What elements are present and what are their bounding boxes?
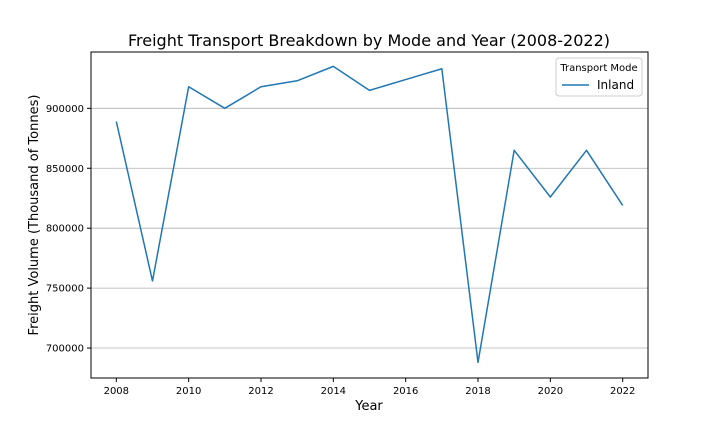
- grid-lines: [91, 107, 648, 349]
- y-tick-label: 900000: [46, 104, 84, 115]
- series-layer: [115, 65, 624, 364]
- x-tick-label: 2014: [321, 386, 346, 397]
- y-tick-label: 750000: [46, 284, 84, 295]
- legend-title: Transport Mode: [559, 63, 637, 74]
- x-tick-label: 2012: [248, 386, 273, 397]
- y-tick-label: 800000: [46, 224, 84, 235]
- x-tick-label: 2010: [176, 386, 201, 397]
- y-tick-label: 850000: [46, 164, 84, 175]
- y-axis: 700000 750000 800000 850000 900000: [46, 104, 91, 355]
- y-axis-label: Freight Volume (Thousand of Tonnes): [27, 95, 42, 336]
- chart-title: Freight Transport Breakdown by Mode and …: [128, 31, 610, 50]
- legend-entry-inland: Inland: [597, 78, 634, 92]
- x-axis: 2008 2010 2012 2014 2016 2018 2020 2022: [104, 378, 635, 397]
- legend: Transport Mode Inland: [555, 57, 643, 97]
- x-tick-label: 2022: [610, 386, 635, 397]
- legend-box: [555, 57, 643, 97]
- plot-area-frame: [90, 51, 649, 379]
- series-line-inland: [115, 65, 624, 364]
- x-tick-label: 2018: [465, 386, 490, 397]
- x-tick-label: 2008: [104, 386, 129, 397]
- x-tick-label: 2016: [393, 386, 418, 397]
- x-tick-label: 2020: [538, 386, 563, 397]
- y-tick-label: 700000: [46, 344, 84, 355]
- x-axis-label: Year: [354, 399, 383, 414]
